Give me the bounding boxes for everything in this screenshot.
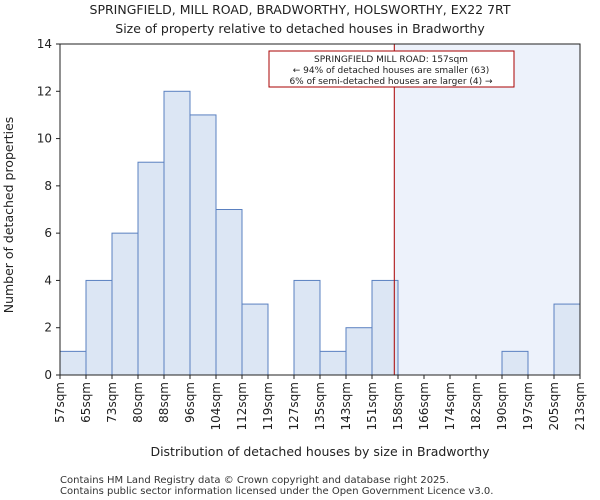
bar-96sqm bbox=[189, 114, 217, 376]
bar-73sqm bbox=[111, 232, 139, 376]
annotation-line-3: 6% of semi-detached houses are larger (4… bbox=[289, 77, 493, 87]
annotation-line-2: ← 94% of detached houses are smaller (63… bbox=[293, 66, 490, 76]
chart-subtitle: Size of property relative to detached ho… bbox=[115, 21, 485, 36]
bars-group bbox=[59, 90, 581, 376]
bar-104sqm bbox=[215, 209, 243, 376]
x-axis-label: Distribution of detached houses by size … bbox=[150, 444, 490, 459]
x-tick-label: 119sqm bbox=[261, 382, 275, 430]
x-tick-label: 96sqm bbox=[183, 382, 197, 423]
larger-region-shade bbox=[394, 44, 580, 375]
bar-80sqm bbox=[137, 161, 165, 376]
bar-65sqm bbox=[85, 279, 113, 376]
x-tick-label: 151sqm bbox=[365, 382, 379, 430]
bar-88sqm bbox=[163, 90, 191, 376]
x-tick-label: 190sqm bbox=[495, 382, 509, 430]
x-tick-label: 143sqm bbox=[339, 382, 353, 430]
annotation-box: SPRINGFIELD MILL ROAD: 157sqm ← 94% of d… bbox=[268, 50, 515, 88]
chart-title: SPRINGFIELD, MILL ROAD, BRADWORTHY, HOLS… bbox=[90, 2, 511, 17]
y-tick-label: 14 bbox=[37, 37, 52, 51]
bar-143sqm bbox=[345, 327, 373, 376]
x-tick-label: 135sqm bbox=[313, 382, 327, 430]
x-tick-label: 65sqm bbox=[79, 382, 93, 423]
x-axis-ticks: 57sqm 65sqm 73sqm 80sqm 88sqm 96sqm 104sqm 112s… bbox=[53, 375, 587, 430]
y-axis-ticks: 0 2 4 6 8 10 12 14 bbox=[37, 37, 60, 382]
x-tick-label: 127sqm bbox=[287, 382, 301, 430]
y-axis-label: Number of detached properties bbox=[1, 117, 16, 314]
x-tick-label: 182sqm bbox=[469, 382, 483, 430]
y-tick-label: 10 bbox=[37, 132, 52, 146]
x-tick-label: 166sqm bbox=[417, 382, 431, 430]
x-tick-label: 205sqm bbox=[547, 382, 561, 430]
footer-line-1: Contains HM Land Registry data © Crown c… bbox=[60, 475, 449, 486]
x-tick-label: 104sqm bbox=[209, 382, 223, 430]
footer-line-2: Contains public sector information licen… bbox=[60, 486, 493, 497]
y-tick-label: 12 bbox=[37, 84, 52, 98]
bar-127sqm bbox=[293, 279, 321, 376]
y-tick-label: 0 bbox=[44, 368, 52, 382]
bar-112sqm bbox=[241, 303, 269, 376]
x-tick-label: 213sqm bbox=[573, 382, 587, 430]
x-tick-label: 158sqm bbox=[391, 382, 405, 430]
y-tick-label: 2 bbox=[44, 321, 52, 335]
x-tick-label: 112sqm bbox=[235, 382, 249, 430]
annotation-frame bbox=[268, 50, 515, 88]
y-tick-label: 6 bbox=[44, 226, 52, 240]
x-tick-label: 197sqm bbox=[521, 382, 535, 430]
y-tick-label: 8 bbox=[44, 179, 52, 193]
bar-135sqm bbox=[319, 350, 347, 376]
bar-205sqm bbox=[553, 303, 581, 376]
y-tick-label: 4 bbox=[44, 273, 52, 287]
bar-151sqm bbox=[371, 279, 399, 376]
bar-57sqm bbox=[59, 350, 87, 376]
x-tick-label: 73sqm bbox=[105, 382, 119, 423]
x-tick-label: 174sqm bbox=[443, 382, 457, 430]
x-tick-label: 88sqm bbox=[157, 382, 171, 423]
x-tick-label: 80sqm bbox=[131, 382, 145, 423]
bar-190sqm bbox=[501, 350, 529, 376]
x-tick-label: 57sqm bbox=[53, 382, 67, 423]
annotation-line-1: SPRINGFIELD MILL ROAD: 157sqm bbox=[314, 55, 468, 65]
